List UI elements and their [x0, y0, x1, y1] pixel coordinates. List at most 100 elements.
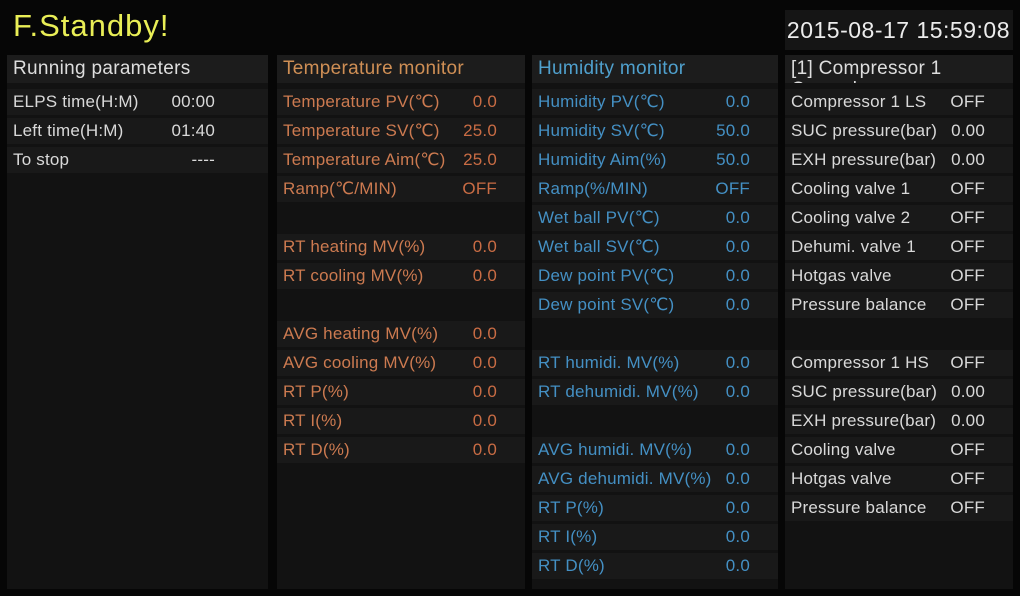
status-title: F.Standby!	[13, 8, 170, 43]
param-label: Left time(H:M)	[13, 121, 124, 140]
param-row: SUC pressure(bar) 0.00	[785, 118, 1013, 144]
param-label: Humidity Aim(%)	[538, 150, 667, 169]
param-value: OFF	[462, 179, 497, 198]
param-label: AVG humidi. MV(%)	[538, 440, 693, 459]
param-label: RT humidi. MV(%)	[538, 353, 680, 372]
param-label: AVG cooling MV(%)	[283, 353, 437, 372]
param-row: Cooling valve 2 OFF	[785, 205, 1013, 231]
param-label: EXH pressure(bar)	[791, 411, 937, 430]
param-row: Cooling valve 1 OFF	[785, 176, 1013, 202]
param-value: 0.0	[725, 353, 750, 372]
param-value: 0.0	[472, 382, 497, 401]
param-row: Humidity Aim(%) 50.0	[532, 147, 778, 173]
param-value: OFF	[950, 266, 985, 285]
param-label: Temperature PV(℃)	[283, 92, 440, 111]
param-label: Compressor 1 HS	[791, 353, 930, 372]
param-value: 0.0	[472, 266, 497, 285]
param-label: ELPS time(H:M)	[13, 92, 139, 111]
row-spacer	[277, 205, 525, 231]
panel-title-temperature-monitor: Temperature monitor	[277, 55, 525, 83]
param-label: Ramp(℃/MIN)	[283, 179, 397, 198]
param-label: Wet ball PV(℃)	[538, 208, 660, 227]
param-value: OFF	[950, 295, 985, 314]
param-value: 0.0	[725, 382, 750, 401]
param-row: Compressor 1 LS OFF	[785, 89, 1013, 115]
param-value: 50.0	[716, 150, 750, 169]
param-label: RT P(%)	[538, 498, 604, 517]
param-row: RT D(%) 0.0	[277, 437, 525, 463]
param-label: Temperature SV(℃)	[283, 121, 440, 140]
param-label: RT I(%)	[538, 527, 598, 546]
param-row: RT P(%) 0.0	[532, 495, 778, 521]
param-row: Dew point SV(℃) 0.0	[532, 292, 778, 318]
datetime-display: 2015-08-17 15:59:08	[786, 16, 1010, 43]
param-row: Temperature PV(℃) 0.0	[277, 89, 525, 115]
param-row: Dehumi. valve 1 OFF	[785, 234, 1013, 260]
param-value: 0.00	[951, 382, 985, 401]
param-row: Humidity SV(℃) 50.0	[532, 118, 778, 144]
param-value: 0.0	[472, 92, 497, 111]
param-row: Compressor 1 HS OFF	[785, 350, 1013, 376]
param-label: Wet ball SV(℃)	[538, 237, 660, 256]
param-label: SUC pressure(bar)	[791, 121, 938, 140]
param-row: RT I(%) 0.0	[277, 408, 525, 434]
param-row: Temperature Aim(℃) 25.0	[277, 147, 525, 173]
panel-humidity-monitor: Humidity monitor Humidity PV(℃) 0.0 Humidit…	[532, 55, 778, 589]
param-label: Dew point PV(℃)	[538, 266, 675, 285]
param-row: EXH pressure(bar) 0.00	[785, 408, 1013, 434]
param-value: 0.0	[725, 266, 750, 285]
param-row: Wet ball SV(℃) 0.0	[532, 234, 778, 260]
param-row: Humidity PV(℃) 0.0	[532, 89, 778, 115]
param-row: RT I(%) 0.0	[532, 524, 778, 550]
param-row: Ramp(℃/MIN) OFF	[277, 176, 525, 202]
param-row: RT cooling MV(%) 0.0	[277, 263, 525, 289]
param-label: Humidity SV(℃)	[538, 121, 665, 140]
row-spacer	[785, 321, 1013, 347]
param-label: AVG dehumidi. MV(%)	[538, 469, 712, 488]
param-label: RT I(%)	[283, 411, 343, 430]
param-label: Ramp(%/MIN)	[538, 179, 648, 198]
param-value: 0.0	[725, 556, 750, 575]
param-value: 0.0	[725, 237, 750, 256]
param-row: ELPS time(H:M) 00:00	[7, 89, 268, 115]
param-row: To stop ----	[7, 147, 268, 173]
param-value: 0.0	[725, 295, 750, 314]
param-label: RT cooling MV(%)	[283, 266, 424, 285]
param-row: RT P(%) 0.0	[277, 379, 525, 405]
panel-running-parameters: Running parameters ELPS time(H:M) 00:00 Lef…	[7, 55, 268, 589]
param-label: Cooling valve 1	[791, 179, 911, 198]
param-label: RT heating MV(%)	[283, 237, 426, 256]
param-value: OFF	[950, 179, 985, 198]
param-row: AVG heating MV(%) 0.0	[277, 321, 525, 347]
param-value: OFF	[950, 208, 985, 227]
param-row: RT dehumidi. MV(%) 0.0	[532, 379, 778, 405]
panel-title-running-parameters: Running parameters	[7, 55, 268, 83]
param-label: Cooling valve	[791, 440, 896, 459]
param-row: AVG dehumidi. MV(%) 0.0	[532, 466, 778, 492]
param-label: Pressure balance	[791, 295, 927, 314]
datetime-bar: 2015-08-17 15:59:08	[785, 10, 1013, 50]
param-label: Cooling valve 2	[791, 208, 911, 227]
param-row: Pressure balance OFF	[785, 495, 1013, 521]
panel-title-humidity-monitor: Humidity monitor	[532, 55, 778, 83]
param-row: RT heating MV(%) 0.0	[277, 234, 525, 260]
param-value: 25.0	[463, 121, 497, 140]
param-value: OFF	[715, 179, 750, 198]
param-row: RT humidi. MV(%) 0.0	[532, 350, 778, 376]
param-label: Hotgas valve	[791, 469, 892, 488]
param-value: 0.0	[725, 92, 750, 111]
param-value: OFF	[950, 498, 985, 517]
param-row: SUC pressure(bar) 0.00	[785, 379, 1013, 405]
param-value: 0.0	[472, 440, 497, 459]
param-row: Hotgas valve OFF	[785, 466, 1013, 492]
param-value: OFF	[950, 440, 985, 459]
param-value: 0.0	[725, 469, 750, 488]
param-value: 0.0	[725, 440, 750, 459]
param-value: 0.00	[951, 121, 985, 140]
param-row: Hotgas valve OFF	[785, 263, 1013, 289]
param-row: EXH pressure(bar) 0.00	[785, 147, 1013, 173]
param-value: 50.0	[716, 121, 750, 140]
param-row: Wet ball PV(℃) 0.0	[532, 205, 778, 231]
param-label: Compressor 1 LS	[791, 92, 927, 111]
param-value: 0.00	[951, 411, 985, 430]
